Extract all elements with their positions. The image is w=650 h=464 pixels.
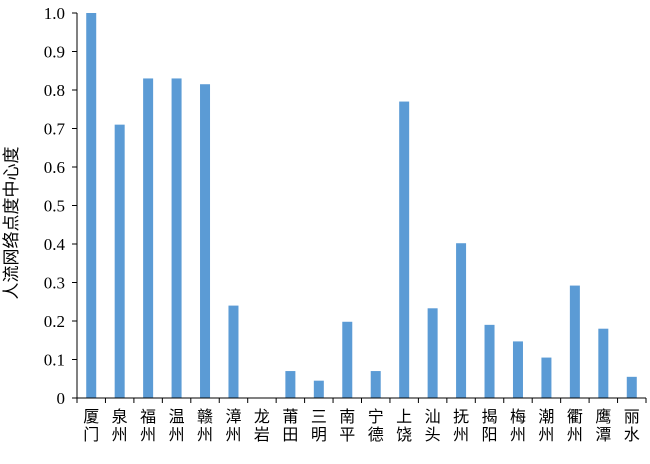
x-tick-label: 三明 <box>311 407 327 444</box>
y-tick-label: 0 <box>57 389 66 408</box>
bar <box>143 78 154 398</box>
y-tick-label: 0.5 <box>44 197 65 216</box>
y-tick-label: 0.1 <box>44 351 65 370</box>
bar <box>569 285 580 398</box>
bar <box>484 324 495 398</box>
bar <box>541 357 552 398</box>
x-tick-label: 莆田 <box>282 407 298 444</box>
x-tick-label: 丽水 <box>624 407 640 444</box>
x-tick-label: 鹰潭 <box>595 407 611 444</box>
y-tick-label: 0.6 <box>44 158 65 177</box>
x-tick-label: 揭阳 <box>482 407 498 444</box>
bar <box>456 243 467 398</box>
x-tick-label: 上饶 <box>396 407 412 444</box>
bar <box>626 376 637 398</box>
x-tick-label: 抚州 <box>453 407 469 444</box>
y-tick-label: 0.2 <box>44 312 65 331</box>
y-tick-label: 0.4 <box>44 235 66 254</box>
x-tick-label: 潮州 <box>538 407 554 444</box>
x-tick-label: 宁德 <box>368 407 384 444</box>
bar <box>200 84 211 398</box>
bar <box>313 380 324 398</box>
x-tick-label: 龙岩 <box>254 407 270 444</box>
x-tick-label: 漳州 <box>225 407 241 444</box>
x-tick-label: 福州 <box>140 407 156 444</box>
x-tick-label: 赣州 <box>197 407 213 444</box>
x-tick-label: 温州 <box>169 407 185 444</box>
y-tick-label: 0.7 <box>44 120 66 139</box>
bar <box>285 371 296 398</box>
bars-group <box>86 13 637 399</box>
bar <box>86 13 97 398</box>
bar <box>228 305 239 398</box>
x-tick-label: 梅州 <box>510 407 526 444</box>
x-tick-label: 泉州 <box>112 407 128 444</box>
bar <box>370 371 381 398</box>
y-axis: 0 0.1 0.2 0.3 0.4 0.5 0.6 0.7 0.8 0.9 1.0 <box>44 4 78 408</box>
x-tick-label: 南平 <box>339 407 355 444</box>
y-tick-label: 0.3 <box>44 274 65 293</box>
bar <box>114 124 125 399</box>
y-tick-label: 0.9 <box>44 43 65 62</box>
bar <box>171 78 182 398</box>
x-tick-label: 衢州 <box>567 407 583 444</box>
x-tick-label: 厦门 <box>83 407 99 444</box>
bar <box>598 328 609 398</box>
bar <box>427 308 438 398</box>
y-axis-title: 人流网络点度中心度 <box>2 147 22 300</box>
bar <box>342 321 353 398</box>
y-tick-label: 0.8 <box>44 81 65 100</box>
bar <box>512 341 523 398</box>
x-tick-label: 汕头 <box>425 407 441 444</box>
bar <box>399 101 410 399</box>
y-tick-label: 1.0 <box>44 4 65 23</box>
